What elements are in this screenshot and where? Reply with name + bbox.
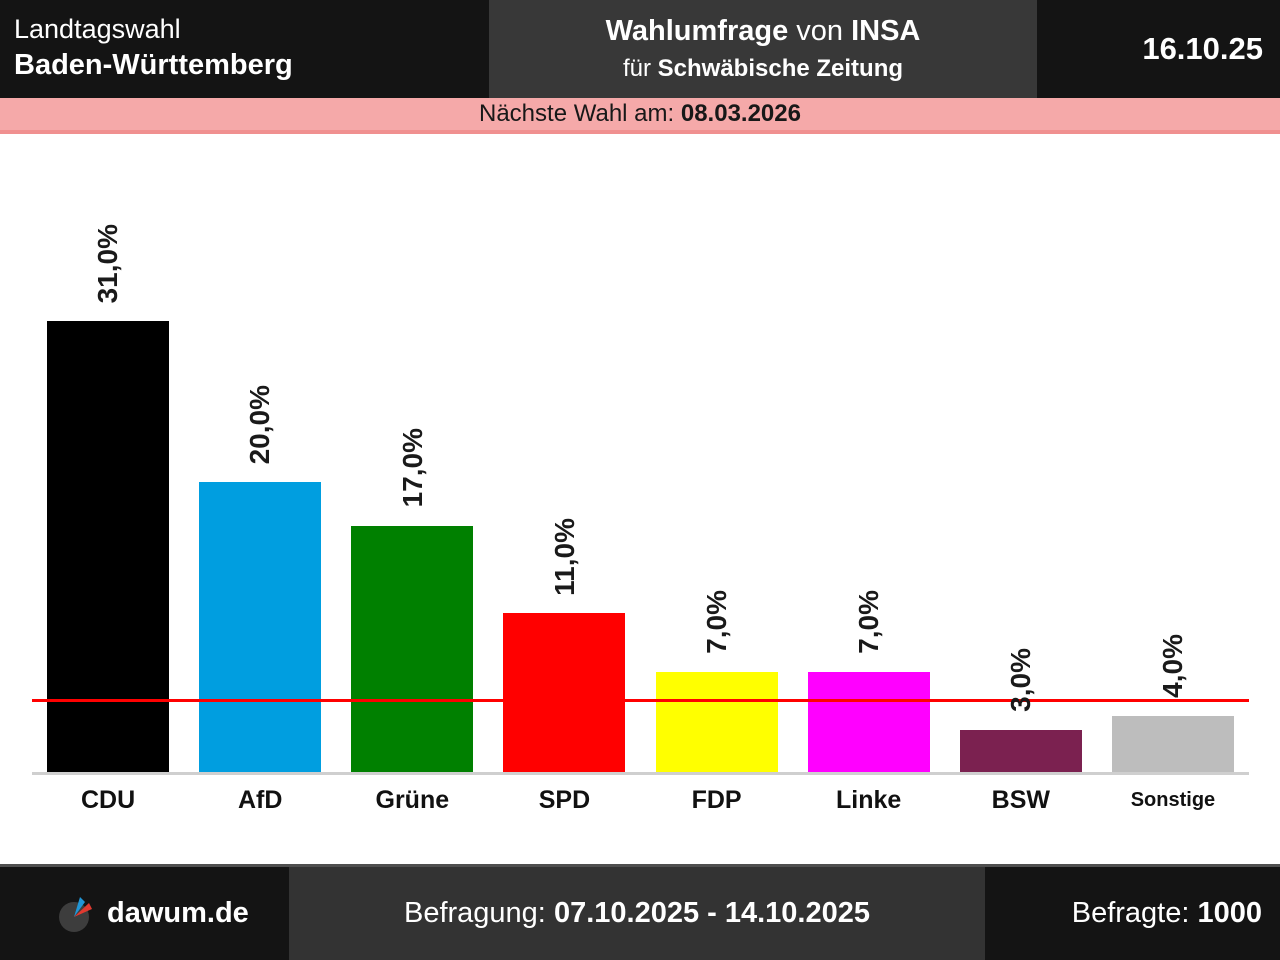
respondents-label: Befragte: (1071, 897, 1190, 929)
poll-for-word: für (622, 55, 651, 82)
footer-brand: dawum.de (0, 867, 289, 960)
bar-bsw (959, 730, 1082, 774)
bar-cdu (47, 321, 170, 774)
x-axis-baseline (32, 772, 1249, 775)
poll-title-box: Wahlumfrage von INSA für Schwäbische Zei… (489, 0, 1037, 98)
bar-value-label: 20,0% (244, 384, 276, 464)
poll-title: Wahlumfrage von INSA (606, 15, 921, 48)
bar-value-label: 3,0% (1005, 648, 1037, 713)
bar-sonstige (1111, 715, 1234, 774)
respondents-section: Befragte: 1000 (985, 867, 1280, 960)
category-label-grüne: Grüne (375, 786, 450, 814)
category-label-sonstige: Sonstige (1130, 789, 1216, 811)
category-label-bsw: BSW (991, 786, 1050, 814)
site-name: dawum.de (107, 897, 249, 929)
poll-client: Schwäbische Zeitung (657, 55, 904, 82)
next-election-label: Nächste Wahl am: (479, 100, 675, 127)
five-percent-threshold-line (32, 699, 1249, 702)
footer-bar: dawum.de Befragung: 07.10.2025 - 14.10.2… (0, 864, 1280, 960)
category-label-fdp: FDP (691, 786, 742, 814)
next-election-banner: Nächste Wahl am: 08.03.2026 (0, 98, 1280, 134)
bar-value-label: 7,0% (852, 589, 884, 654)
election-region: Baden-Württemberg (14, 49, 293, 82)
bar-value-label: 31,0% (92, 224, 124, 304)
poll-institute: INSA (851, 15, 921, 47)
category-label-afd: AfD (237, 786, 283, 814)
bar-linke (807, 671, 930, 774)
respondents-value: 1000 (1197, 897, 1262, 929)
survey-period-section: Befragung: 07.10.2025 - 14.10.2025 (289, 867, 985, 960)
dawum-logo-icon (59, 896, 92, 932)
header-bar: Landtagswahl Baden-Württemberg Wahlumfra… (0, 0, 1280, 98)
poll-bar-chart: 31,0% CDU 20,0% AfD 17,0% Grüne 11,0% SPD 7,0% FD… (0, 134, 1280, 864)
election-type: Landtagswahl (14, 14, 181, 44)
survey-label: Befragung: (403, 897, 546, 929)
bar-spd (503, 613, 626, 774)
poll-client-line: für Schwäbische Zeitung (623, 55, 903, 83)
plot-area: 31,0% CDU 20,0% AfD 17,0% Grüne 11,0% SPD 7,0% FD… (32, 134, 1249, 864)
bar-value-label: 7,0% (700, 589, 732, 654)
bar-afd (199, 482, 322, 774)
survey-period: 07.10.2025 - 14.10.2025 (553, 897, 870, 929)
category-label-cdu: CDU (80, 786, 136, 814)
category-label-linke: Linke (836, 786, 902, 814)
bar-value-label: 11,0% (548, 517, 580, 596)
publish-date: 16.10.25 (1142, 31, 1263, 66)
category-label-spd: SPD (538, 786, 591, 814)
bar-grüne (351, 525, 474, 774)
election-title: Landtagswahl Baden-Württemberg (14, 12, 293, 85)
bar-fdp (655, 671, 778, 774)
poll-title-von: von (796, 15, 844, 47)
next-election-date: 08.03.2026 (680, 100, 801, 127)
bar-value-label: 17,0% (396, 428, 428, 508)
bar-value-label: 4,0% (1157, 633, 1189, 698)
poll-title-word: Wahlumfrage (605, 15, 789, 47)
